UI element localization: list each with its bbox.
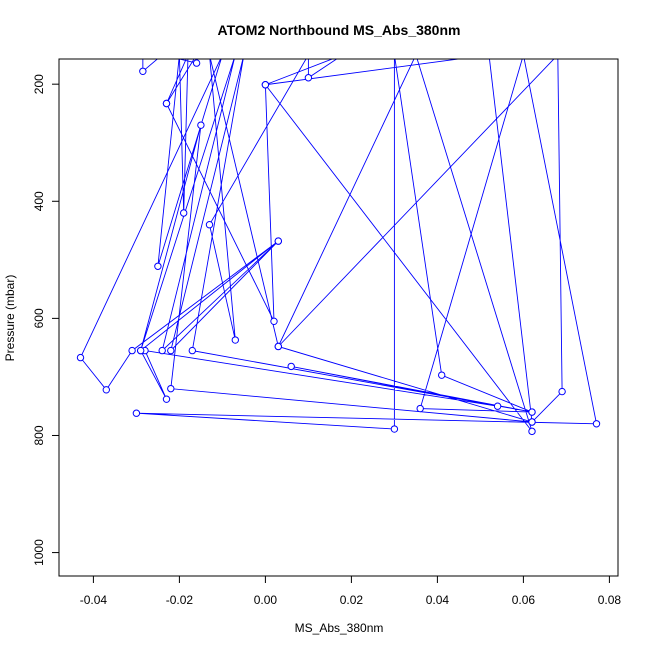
x-tick-label: 0.06 <box>512 593 536 607</box>
data-point <box>137 346 145 355</box>
x-axis: -0.04 -0.02 0.00 0.02 0.04 0.06 0.08 <box>80 576 622 607</box>
data-point <box>162 99 171 108</box>
data-point <box>558 387 566 396</box>
data-point <box>528 427 536 436</box>
x-tick-label: 0.08 <box>598 593 622 607</box>
data-point <box>438 371 446 379</box>
x-tick-label: -0.04 <box>80 593 108 607</box>
data-point <box>197 121 205 129</box>
data-point <box>287 362 295 371</box>
x-axis-label: MS_Abs_380nm <box>295 621 384 635</box>
data-point <box>231 336 240 344</box>
x-tick-label: 0.04 <box>426 593 450 607</box>
data-point <box>416 404 424 413</box>
data-point <box>274 342 282 351</box>
chart-title: ATOM2 Northbound MS_Abs_380nm <box>218 22 461 38</box>
x-tick-label: -0.02 <box>166 593 194 607</box>
plot-frame <box>58 58 619 577</box>
data-point <box>76 353 85 362</box>
y-axis-label: Pressure (mbar) <box>3 275 17 362</box>
y-tick-label: 600 <box>32 308 46 328</box>
data-point <box>528 418 536 426</box>
data-point <box>493 402 502 410</box>
data-point <box>162 395 171 403</box>
data-point <box>128 346 136 355</box>
data-point <box>139 67 147 76</box>
data-point <box>167 346 175 355</box>
series-line <box>79 59 598 432</box>
data-point <box>528 408 536 416</box>
y-axis: 200 400 600 800 1000 <box>32 74 59 566</box>
data-point <box>192 59 201 67</box>
y-tick-label: 400 <box>32 191 46 211</box>
y-tick-label: 200 <box>32 74 46 94</box>
y-tick-label: 1000 <box>32 539 46 566</box>
data-point <box>167 384 175 393</box>
y-tick-label: 800 <box>32 425 46 445</box>
data-point <box>304 74 313 82</box>
data-point <box>390 425 399 433</box>
data-point <box>158 346 166 355</box>
data-point <box>270 317 278 326</box>
data-point <box>180 209 188 217</box>
x-tick-label: 0.00 <box>254 593 278 607</box>
x-tick-label: 0.02 <box>340 593 364 607</box>
data-point <box>592 420 601 428</box>
data-point <box>274 237 282 245</box>
data-point <box>205 221 214 229</box>
data-point <box>102 386 111 394</box>
plot-area <box>76 59 601 436</box>
data-point <box>188 346 197 355</box>
data-point <box>132 409 141 417</box>
data-point <box>154 262 162 270</box>
data-point <box>261 81 270 89</box>
